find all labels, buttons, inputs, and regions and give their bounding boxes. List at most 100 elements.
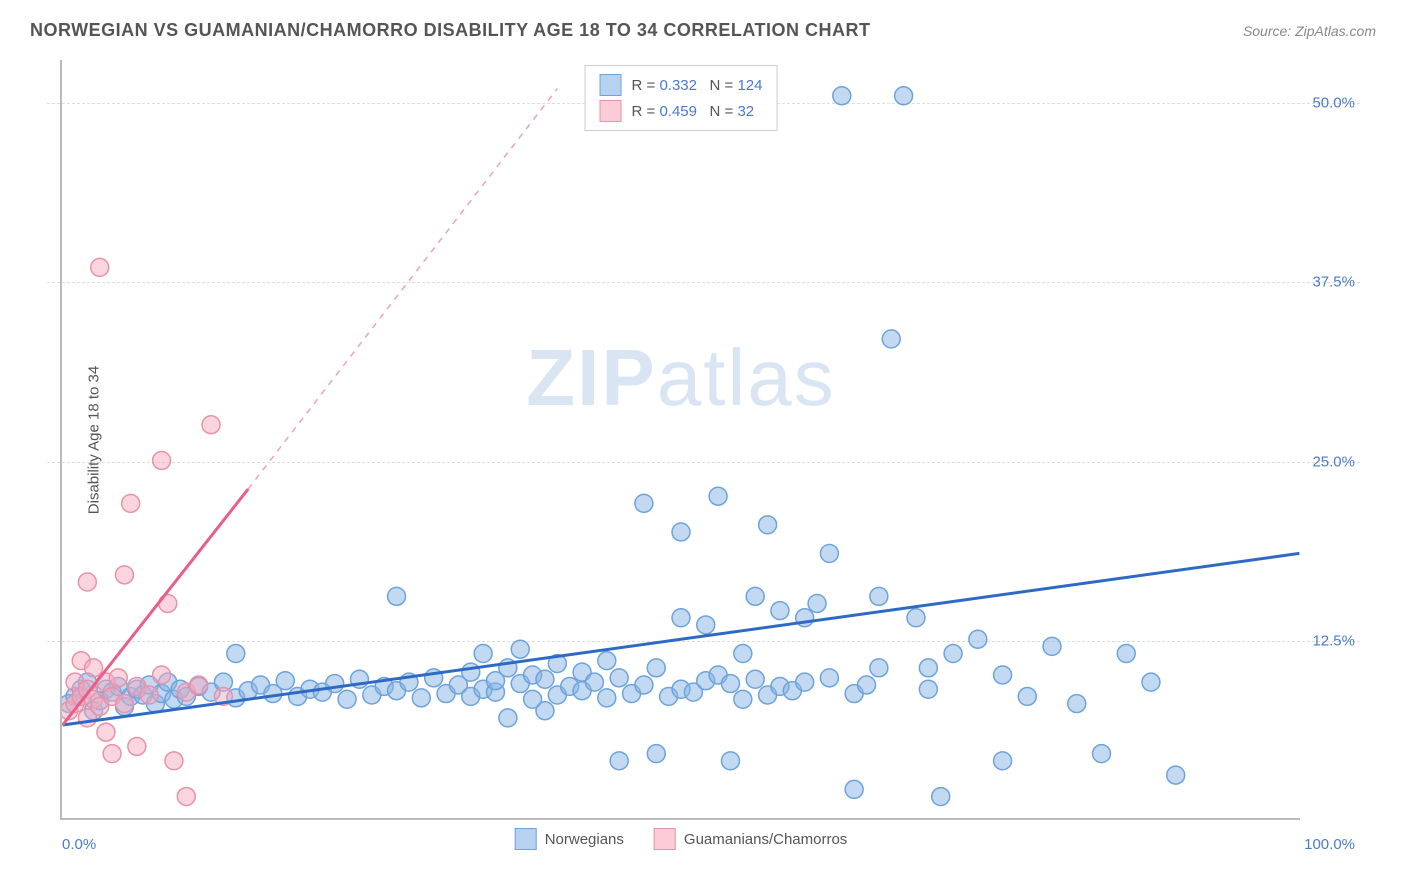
scatter-point [907, 609, 925, 627]
source-name: ZipAtlas.com [1295, 23, 1376, 39]
scatter-point [227, 645, 245, 663]
scatter-point [177, 788, 195, 806]
legend-row: R = 0.332 N = 124 [600, 72, 763, 98]
scatter-point [771, 602, 789, 620]
scatter-point [919, 659, 937, 677]
x-tick-label: 0.0% [62, 836, 96, 853]
scatter-point [759, 516, 777, 534]
scatter-point [932, 788, 950, 806]
scatter-point [85, 659, 103, 677]
scatter-point [103, 745, 121, 763]
scatter-point [647, 745, 665, 763]
scatter-point [140, 686, 158, 704]
scatter-point [536, 670, 554, 688]
scatter-point [511, 640, 529, 658]
scatter-point [647, 659, 665, 677]
scatter-point [585, 673, 603, 691]
scatter-point [128, 738, 146, 756]
scatter-point [882, 330, 900, 348]
scatter-point [734, 690, 752, 708]
scatter-point [820, 669, 838, 687]
scatter-point [598, 689, 616, 707]
scatter-svg [62, 60, 1300, 818]
scatter-point [122, 494, 140, 512]
scatter-point [1043, 637, 1061, 655]
legend-swatch [600, 100, 622, 122]
scatter-point [845, 780, 863, 798]
y-tick-label: 12.5% [1305, 632, 1355, 649]
scatter-point [1117, 645, 1135, 663]
scatter-point [153, 451, 171, 469]
scatter-point [97, 723, 115, 741]
scatter-point [1068, 695, 1086, 713]
scatter-point [635, 494, 653, 512]
scatter-point [858, 676, 876, 694]
chart-area: Disability Age 18 to 34 ZIPatlas 12.5%25… [60, 60, 1360, 820]
scatter-point [598, 652, 616, 670]
scatter-point [796, 673, 814, 691]
scatter-point [338, 690, 356, 708]
scatter-point [115, 695, 133, 713]
scatter-point [820, 544, 838, 562]
scatter-point [165, 752, 183, 770]
legend-stats: R = 0.332 N = 124 [632, 77, 763, 94]
scatter-point [536, 702, 554, 720]
y-tick-label: 50.0% [1305, 95, 1355, 112]
scatter-point [734, 645, 752, 663]
scatter-point [610, 669, 628, 687]
trend-line-dashed [248, 89, 557, 489]
legend-item: Guamanians/Chamorros [654, 828, 847, 850]
scatter-point [709, 487, 727, 505]
chart-title: NORWEGIAN VS GUAMANIAN/CHAMORRO DISABILI… [30, 20, 871, 41]
trend-line [63, 553, 1300, 725]
scatter-point [969, 630, 987, 648]
scatter-point [697, 616, 715, 634]
scatter-point [412, 689, 430, 707]
scatter-point [202, 416, 220, 434]
scatter-point [895, 87, 913, 105]
scatter-point [721, 752, 739, 770]
scatter-point [721, 675, 739, 693]
legend-stats: R = 0.459 N = 32 [632, 103, 755, 120]
scatter-point [870, 659, 888, 677]
scatter-point [153, 666, 171, 684]
legend-label: Norwegians [545, 831, 624, 848]
scatter-point [672, 609, 690, 627]
scatter-point [190, 676, 208, 694]
scatter-point [78, 573, 96, 591]
scatter-point [635, 676, 653, 694]
y-tick-label: 37.5% [1305, 274, 1355, 291]
legend-item: Norwegians [515, 828, 624, 850]
scatter-point [276, 672, 294, 690]
scatter-point [944, 645, 962, 663]
legend-swatch [654, 828, 676, 850]
scatter-point [746, 670, 764, 688]
scatter-point [833, 87, 851, 105]
legend-row: R = 0.459 N = 32 [600, 98, 763, 124]
title-bar: NORWEGIAN VS GUAMANIAN/CHAMORRO DISABILI… [30, 20, 1376, 41]
legend-swatch [515, 828, 537, 850]
scatter-point [746, 587, 764, 605]
scatter-point [994, 752, 1012, 770]
scatter-point [1018, 687, 1036, 705]
series-legend: Norwegians Guamanians/Chamorros [515, 828, 848, 850]
scatter-point [1142, 673, 1160, 691]
scatter-point [388, 587, 406, 605]
x-tick-label: 100.0% [1304, 836, 1355, 853]
scatter-point [672, 523, 690, 541]
scatter-point [610, 752, 628, 770]
source-label: Source: [1243, 23, 1291, 39]
scatter-point [1093, 745, 1111, 763]
scatter-point [474, 645, 492, 663]
plot-region: ZIPatlas 12.5%25.0%37.5%50.0% 0.0%100.0%… [60, 60, 1300, 820]
scatter-point [808, 594, 826, 612]
scatter-point [109, 669, 127, 687]
scatter-point [870, 587, 888, 605]
scatter-point [91, 258, 109, 276]
legend-label: Guamanians/Chamorros [684, 831, 847, 848]
scatter-point [994, 666, 1012, 684]
source-attribution: Source: ZipAtlas.com [1243, 23, 1376, 39]
y-tick-label: 25.0% [1305, 453, 1355, 470]
legend-swatch [600, 74, 622, 96]
scatter-point [462, 663, 480, 681]
